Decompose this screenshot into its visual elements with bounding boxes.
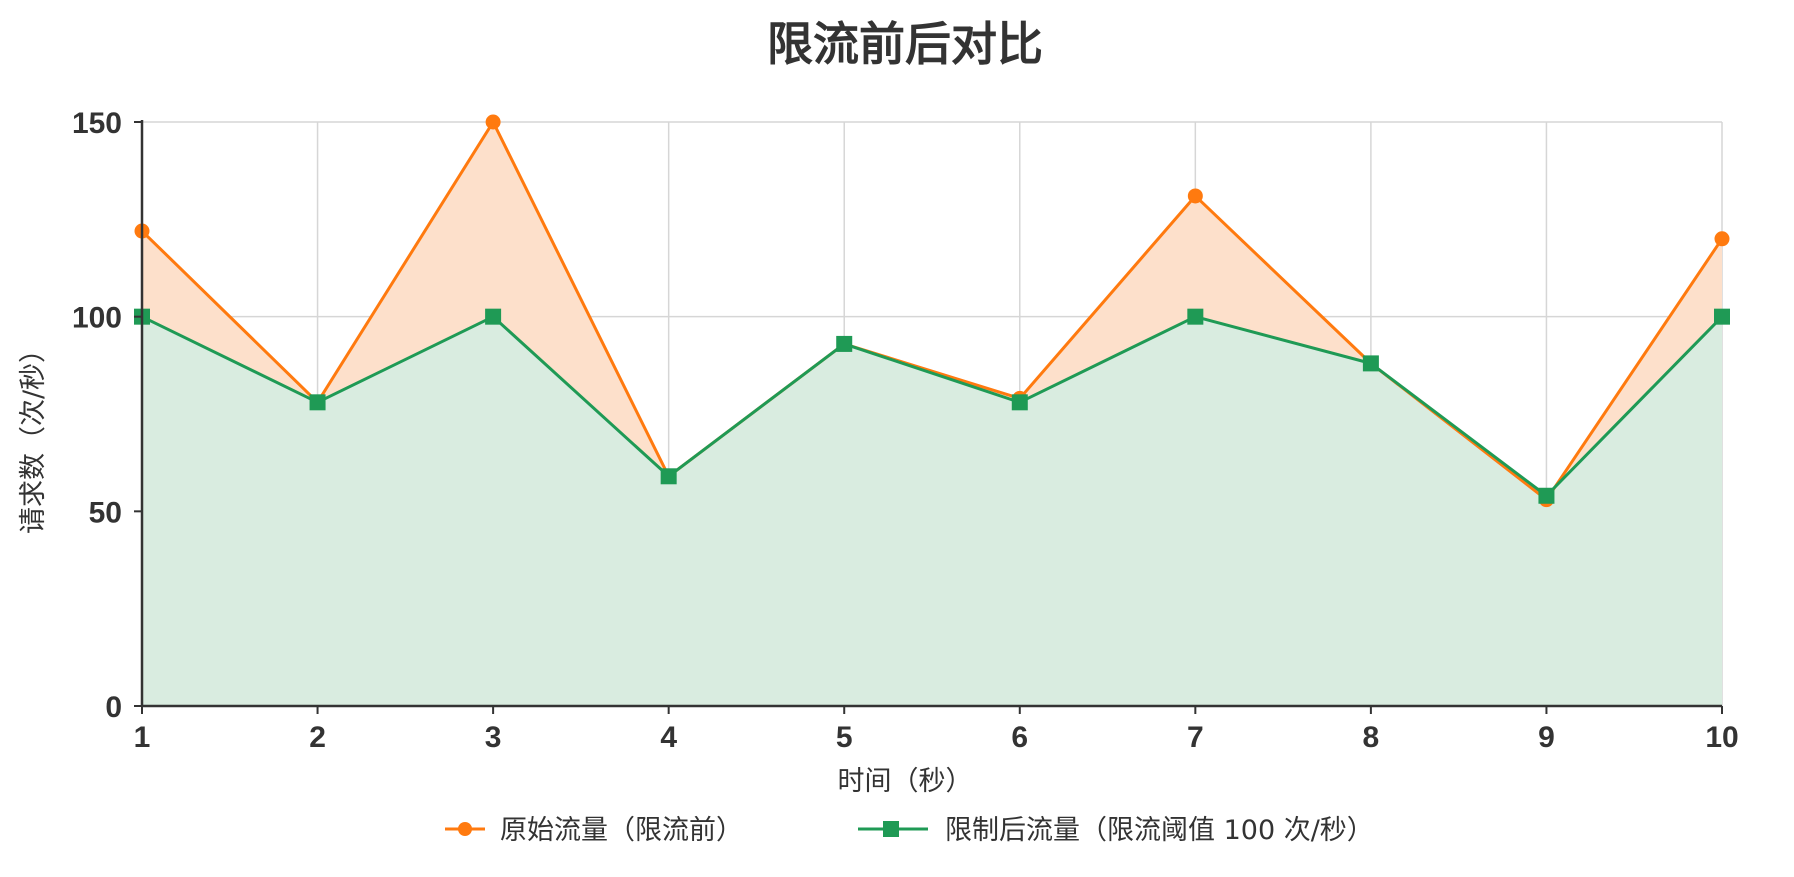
x-tick-label-4: 5 <box>836 721 853 754</box>
line-series-0 <box>140 120 1724 502</box>
point-series-1-7 <box>1362 355 1379 372</box>
point-series-0-9 <box>1714 231 1730 247</box>
y-tick-label-2: 100 <box>72 302 122 335</box>
legend-label-limited: 限制后流量（限流阈值 100 次/秒） <box>945 815 1374 846</box>
legend-item-original: 原始流量（限流前） <box>445 815 743 846</box>
point-series-1-3 <box>660 468 677 485</box>
y-tick-label-3: 150 <box>72 107 122 140</box>
series-lines <box>140 120 1724 502</box>
legend-marker-original <box>458 822 472 836</box>
x-tick-label-0: 1 <box>134 721 151 754</box>
legend-label-original: 原始流量（限流前） <box>500 815 743 846</box>
point-series-1-8 <box>1538 487 1555 504</box>
x-tick-label-3: 4 <box>660 721 677 754</box>
point-series-1-9 <box>1714 308 1730 325</box>
legend-marker-limited <box>883 821 899 837</box>
y-tick-label-0: 0 <box>105 691 122 724</box>
point-series-0-2 <box>485 114 501 130</box>
x-tick-label-2: 3 <box>485 721 502 754</box>
axes <box>134 120 1723 714</box>
point-series-0-6 <box>1187 188 1203 204</box>
legend: 原始流量（限流前） 限制后流量（限流阈值 100 次/秒） <box>445 815 1374 846</box>
x-tick-label-6: 7 <box>1187 721 1204 754</box>
area-fills <box>142 122 1722 706</box>
point-series-1-6 <box>1187 308 1204 325</box>
x-tick-label-8: 9 <box>1538 721 1555 754</box>
area-series-1 <box>142 316 1722 706</box>
x-tick-label-9: 10 <box>1705 721 1738 754</box>
point-series-1-4 <box>836 335 853 352</box>
x-axis-label: 时间（秒） <box>838 766 973 797</box>
x-tick-label-5: 6 <box>1011 721 1028 754</box>
legend-item-limited: 限制后流量（限流阈值 100 次/秒） <box>858 815 1374 846</box>
line-series-1 <box>141 315 1724 498</box>
point-series-1-1 <box>309 394 326 411</box>
x-tick-label-7: 8 <box>1363 721 1380 754</box>
point-series-1-2 <box>485 308 502 325</box>
x-tick-label-1: 2 <box>309 721 326 754</box>
y-axis-label: 请求数（次/秒） <box>18 336 49 534</box>
y-tick-label-1: 50 <box>89 496 122 529</box>
chart-title: 限流前后对比 <box>767 17 1043 71</box>
point-series-1-5 <box>1011 394 1028 411</box>
